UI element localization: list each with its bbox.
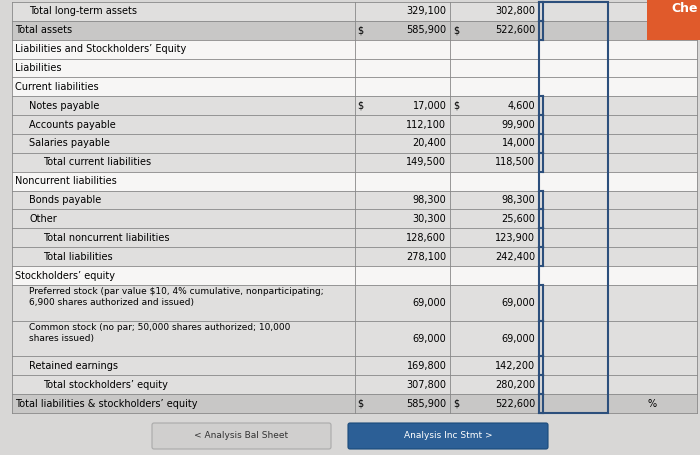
Text: Total liabilities: Total liabilities <box>43 252 113 262</box>
Text: Preferred stock (par value $10, 4% cumulative, nonparticipating;
6,900 shares au: Preferred stock (par value $10, 4% cumul… <box>29 287 323 307</box>
Text: 522,600: 522,600 <box>495 399 536 409</box>
Text: 242,400: 242,400 <box>496 252 536 262</box>
Text: Current liabilities: Current liabilities <box>15 82 99 92</box>
Text: 278,100: 278,100 <box>406 252 447 262</box>
Text: 128,600: 128,600 <box>407 233 447 243</box>
FancyBboxPatch shape <box>152 423 331 449</box>
Text: 98,300: 98,300 <box>413 195 447 205</box>
Bar <box>12 191 697 209</box>
Text: %: % <box>648 399 657 409</box>
Bar <box>12 285 697 321</box>
Text: 280,200: 280,200 <box>496 380 536 389</box>
Text: 14,000: 14,000 <box>502 138 536 148</box>
Text: 69,000: 69,000 <box>502 334 536 344</box>
Text: 329,100: 329,100 <box>407 6 447 16</box>
Bar <box>540 2 608 413</box>
Text: Retained earnings: Retained earnings <box>29 361 118 371</box>
Text: Common stock (no par; 50,000 shares authorized; 10,000
shares issued): Common stock (no par; 50,000 shares auth… <box>29 323 290 343</box>
Text: $: $ <box>358 101 363 111</box>
Text: Stockholders’ equity: Stockholders’ equity <box>15 271 115 280</box>
Bar <box>12 115 697 134</box>
Bar <box>12 172 697 191</box>
Text: 17,000: 17,000 <box>412 101 447 111</box>
Text: Bonds payable: Bonds payable <box>29 195 101 205</box>
Text: 149,500: 149,500 <box>407 157 447 167</box>
Bar <box>12 209 697 228</box>
Text: Accounts payable: Accounts payable <box>29 120 116 130</box>
Text: Total assets: Total assets <box>15 25 72 35</box>
Bar <box>12 96 697 115</box>
Text: < Analysis Bal Sheet: < Analysis Bal Sheet <box>195 431 288 440</box>
Text: $: $ <box>454 101 459 111</box>
Bar <box>12 153 697 172</box>
Text: Total stockholders’ equity: Total stockholders’ equity <box>43 380 168 389</box>
Text: 307,800: 307,800 <box>407 380 447 389</box>
Text: 99,900: 99,900 <box>502 120 536 130</box>
Text: 98,300: 98,300 <box>502 195 536 205</box>
Text: 25,600: 25,600 <box>501 214 536 224</box>
Text: Total noncurrent liabilities: Total noncurrent liabilities <box>43 233 169 243</box>
FancyBboxPatch shape <box>348 423 548 449</box>
Text: Notes payable: Notes payable <box>29 101 99 111</box>
Bar <box>12 77 697 96</box>
Text: $: $ <box>358 25 363 35</box>
Text: 585,900: 585,900 <box>406 399 447 409</box>
Bar <box>12 40 697 59</box>
Bar <box>12 394 697 413</box>
Bar <box>12 134 697 153</box>
Text: Total long-term assets: Total long-term assets <box>29 6 137 16</box>
Text: Liabilities: Liabilities <box>15 63 62 73</box>
Text: 142,200: 142,200 <box>496 361 536 371</box>
Text: 69,000: 69,000 <box>413 334 447 344</box>
Bar <box>12 356 697 375</box>
Bar <box>12 228 697 247</box>
Text: Noncurrent liabilities: Noncurrent liabilities <box>15 176 117 186</box>
Bar <box>12 321 697 356</box>
Text: Liabilities and Stockholders’ Equity: Liabilities and Stockholders’ Equity <box>15 44 186 54</box>
Text: 20,400: 20,400 <box>412 138 447 148</box>
Text: Salaries payable: Salaries payable <box>29 138 110 148</box>
Text: $: $ <box>454 399 459 409</box>
Text: 30,300: 30,300 <box>413 214 447 224</box>
Text: 522,600: 522,600 <box>495 25 536 35</box>
Bar <box>12 59 697 77</box>
Text: Che: Che <box>671 2 698 15</box>
Text: Other: Other <box>29 214 57 224</box>
Text: $: $ <box>358 399 363 409</box>
Text: Total current liabilities: Total current liabilities <box>43 157 151 167</box>
Text: Total liabilities & stockholders’ equity: Total liabilities & stockholders’ equity <box>15 399 197 409</box>
Bar <box>12 247 697 266</box>
Text: 123,900: 123,900 <box>496 233 536 243</box>
Text: $: $ <box>454 25 459 35</box>
Text: 69,000: 69,000 <box>413 298 447 308</box>
Text: Analysis Inc Stmt >: Analysis Inc Stmt > <box>404 431 492 440</box>
Text: 585,900: 585,900 <box>406 25 447 35</box>
Text: 118,500: 118,500 <box>496 157 536 167</box>
Bar <box>12 375 697 394</box>
Bar <box>12 266 697 285</box>
Bar <box>12 2 697 21</box>
Bar <box>12 21 697 40</box>
Text: 169,800: 169,800 <box>407 361 447 371</box>
Text: 302,800: 302,800 <box>496 6 536 16</box>
Text: 4,600: 4,600 <box>508 101 536 111</box>
Text: 112,100: 112,100 <box>407 120 447 130</box>
Text: 69,000: 69,000 <box>502 298 536 308</box>
